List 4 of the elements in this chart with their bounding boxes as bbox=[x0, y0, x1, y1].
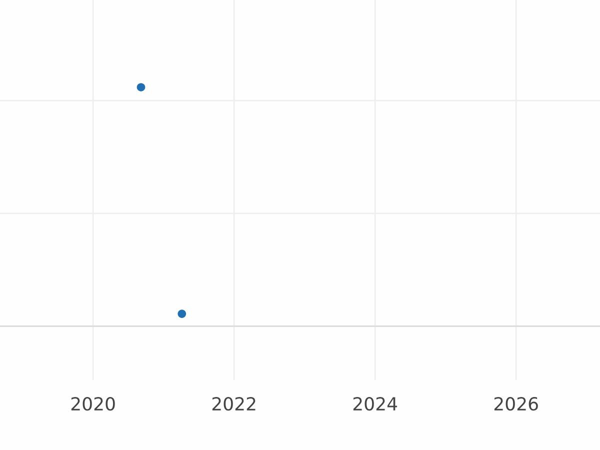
x-tick-label: 2022 bbox=[212, 396, 256, 411]
x-tick-label: 2026 bbox=[494, 396, 538, 411]
x-tick-label: 2020 bbox=[71, 396, 115, 411]
x-tick-label: 2024 bbox=[353, 396, 398, 411]
